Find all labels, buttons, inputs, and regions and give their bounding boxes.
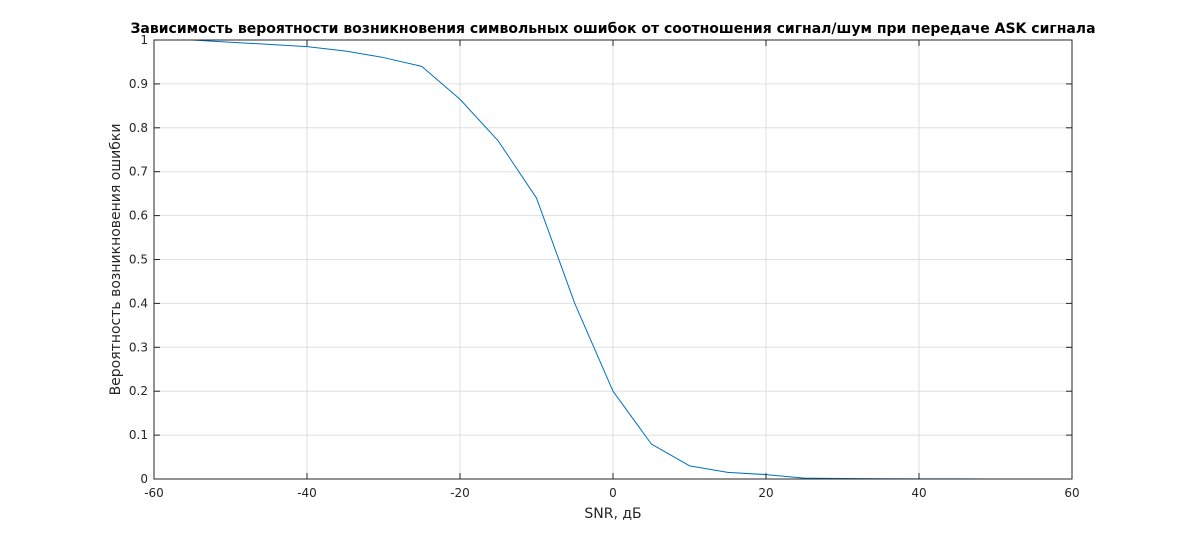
y-tick-label: 0.2 xyxy=(129,384,148,398)
ticks xyxy=(153,39,1073,480)
x-tick-labels: -60 -40 -20 0 20 40 60 xyxy=(144,486,1079,500)
y-tick-label: 0.8 xyxy=(129,121,148,135)
y-tick-label: 0.4 xyxy=(129,296,148,310)
y-tick-label: 0 xyxy=(140,472,148,486)
x-tick-label: 0 xyxy=(609,486,617,500)
y-tick-label: 0.5 xyxy=(129,253,148,267)
x-tick-label: -20 xyxy=(450,486,470,500)
y-tick-labels: 0 0.1 0.2 0.3 0.4 0.5 0.6 0.7 0.8 0.9 1 xyxy=(129,33,148,486)
y-tick-label: 0.9 xyxy=(129,77,148,91)
x-tick-label: -60 xyxy=(144,486,164,500)
y-tick-label: 1 xyxy=(140,33,148,47)
y-tick-label: 0.3 xyxy=(129,340,148,354)
x-tick-label: 20 xyxy=(758,486,773,500)
x-tick-label: 60 xyxy=(1064,486,1079,500)
x-tick-label: 40 xyxy=(911,486,926,500)
y-axis-title: Вероятность возникновения ошибки xyxy=(108,124,124,396)
y-tick-label: 0.6 xyxy=(129,209,148,223)
y-tick-label: 0.7 xyxy=(129,165,148,179)
x-tick-label: -40 xyxy=(297,486,317,500)
chart-title: Зависимость вероятности возникновения си… xyxy=(130,21,1095,37)
x-axis-title: SNR, дБ xyxy=(584,506,641,522)
y-tick-label: 0.1 xyxy=(129,428,148,442)
